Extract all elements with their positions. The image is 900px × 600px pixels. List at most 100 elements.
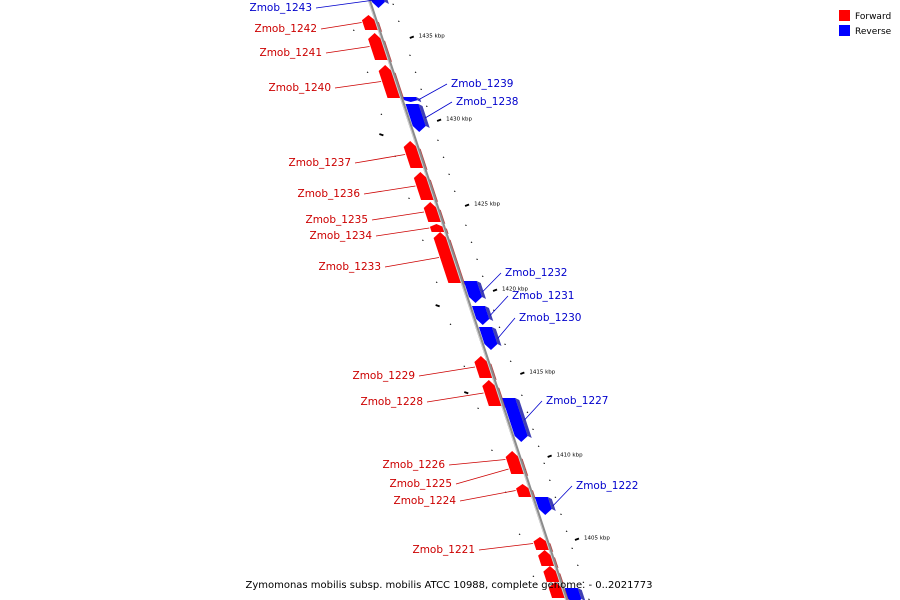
major-tick xyxy=(574,537,580,541)
gene-arrow-body xyxy=(543,566,560,582)
minor-tick xyxy=(532,575,535,578)
gene-label[interactable]: Zmob_1232 xyxy=(505,267,567,279)
gene-arrow-body xyxy=(403,141,424,168)
minor-tick xyxy=(465,224,467,227)
gene-leader-line xyxy=(354,154,406,164)
minor-tick xyxy=(491,449,493,452)
gene-arrow-body xyxy=(423,202,442,222)
gene-label[interactable]: Zmob_1230 xyxy=(519,312,581,324)
gene-leader-line xyxy=(315,0,378,9)
gene-leader-line xyxy=(424,101,453,119)
gene-label[interactable]: Zmob_1231 xyxy=(512,290,574,302)
gene-leader-line xyxy=(384,257,440,268)
gene-arrow-body xyxy=(538,550,555,566)
minor-tick xyxy=(521,394,523,397)
gene-arrow-shade xyxy=(515,398,532,438)
gene-label[interactable]: Zmob_1227 xyxy=(546,395,608,407)
gene-arrow-body xyxy=(361,15,379,30)
gene-leader-line xyxy=(371,211,425,221)
tick-label: 1435 kbp xyxy=(419,34,445,40)
gene-label[interactable]: Zmob_1241 xyxy=(260,47,322,59)
minor-tick xyxy=(518,533,521,536)
minor-tick xyxy=(437,139,439,142)
genome-backbone-highlight xyxy=(367,0,567,600)
gene-arrow-shade xyxy=(416,97,422,103)
gene-arrow xyxy=(405,104,430,132)
gene-label[interactable]: Zmob_1222 xyxy=(576,480,638,492)
gene-arrow-body xyxy=(371,0,385,8)
minor-tick xyxy=(379,133,384,137)
minor-tick xyxy=(463,391,469,395)
tick-label: 1420 kbp xyxy=(502,287,528,293)
minor-tick xyxy=(463,365,466,368)
gene-arrow xyxy=(371,0,389,8)
gene-label[interactable]: Zmob_1229 xyxy=(353,370,415,382)
legend-reverse-label: Reverse xyxy=(855,27,892,37)
minor-tick xyxy=(392,3,395,6)
gene-arrow-shade xyxy=(547,497,556,511)
gene-arrow-body xyxy=(482,380,502,406)
tick-label: 1410 kbp xyxy=(557,453,583,459)
minor-tick xyxy=(549,479,551,482)
legend-forward-swatch xyxy=(839,10,850,21)
gene-arrow xyxy=(502,398,532,442)
tick-label: 1405 kbp xyxy=(584,536,610,542)
minor-tick xyxy=(425,105,428,108)
gene-leader-line xyxy=(482,272,502,293)
gene-leader-line xyxy=(363,185,416,195)
major-tick xyxy=(547,454,552,458)
gene-arrow-body xyxy=(502,398,528,442)
minor-tick xyxy=(537,445,540,448)
gene-label[interactable]: Zmob_1226 xyxy=(383,459,446,471)
gene-label[interactable]: Zmob_1239 xyxy=(451,78,513,90)
legend: Forward Reverse xyxy=(839,10,892,37)
gene-label[interactable]: Zmob_1237 xyxy=(289,157,351,169)
gene-label[interactable]: Zmob_1242 xyxy=(255,23,317,35)
minor-tick xyxy=(470,241,473,244)
minor-tick xyxy=(526,411,529,414)
minor-tick xyxy=(380,113,383,116)
gene-leader-line xyxy=(455,468,509,485)
gene-label[interactable]: Zmob_1238 xyxy=(456,96,518,108)
gene-arrow-body xyxy=(405,104,426,132)
minor-tick xyxy=(352,29,355,32)
gene-arrow-body xyxy=(564,588,582,600)
map-caption: Zymomonas mobilis subsp. mobilis ATCC 10… xyxy=(245,580,652,591)
gene-label[interactable]: Zmob_1236 xyxy=(298,188,361,200)
gene-label[interactable]: Zmob_1221 xyxy=(413,544,475,556)
gene-label[interactable]: Zmob_1243 xyxy=(250,2,312,14)
gene-leader-line xyxy=(426,392,484,403)
gene-label[interactable]: Zmob_1240 xyxy=(269,82,331,94)
gene-arrow xyxy=(564,588,586,600)
minor-tick xyxy=(481,275,484,278)
gene-label[interactable]: Zmob_1233 xyxy=(319,261,381,273)
gene-leader-line xyxy=(524,400,543,421)
gene-label[interactable]: Zmob_1224 xyxy=(394,495,457,507)
gene-label[interactable]: Zmob_1228 xyxy=(361,396,423,408)
gene-arrow xyxy=(463,281,487,303)
gene-label[interactable]: Zmob_1234 xyxy=(310,230,373,242)
minor-tick xyxy=(509,360,512,363)
gene-arrow-body xyxy=(509,464,525,474)
tick-marks: 1435 kbp 1430 kbp 1425 kbp 1420 kbp 1415 kbp… xyxy=(352,3,610,600)
minor-tick xyxy=(576,564,579,567)
minor-tick xyxy=(498,326,501,329)
minor-tick xyxy=(449,323,452,326)
gene-arrow-body xyxy=(471,306,490,325)
gene-arrow-body xyxy=(533,537,550,550)
minor-tick xyxy=(422,239,424,242)
minor-tick xyxy=(476,258,478,261)
gene-arrow-body xyxy=(433,232,462,283)
gene-arrow-body xyxy=(368,33,389,60)
gene-arrow-body xyxy=(478,327,498,350)
gene-arrow-body xyxy=(403,97,418,102)
gene-arrow-shade xyxy=(418,104,430,128)
major-tick xyxy=(436,118,442,122)
gene-label[interactable]: Zmob_1225 xyxy=(390,478,452,490)
major-tick xyxy=(520,371,525,375)
gene-arrow xyxy=(471,306,494,325)
gene-label[interactable]: Zmob_1235 xyxy=(306,214,368,226)
gene-arrow-shade xyxy=(484,306,494,321)
tick-label: 1425 kbp xyxy=(474,202,500,208)
tick-label: 1430 kbp xyxy=(446,117,472,123)
